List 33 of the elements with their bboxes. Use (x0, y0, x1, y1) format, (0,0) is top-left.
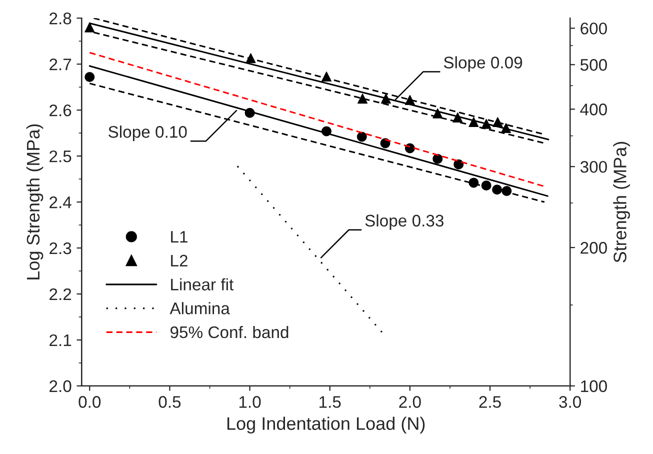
x-axis-title: Log Indentation Load (N) (227, 416, 425, 434)
x-tick-label: 1.0 (239, 396, 261, 408)
legend-label: Alumina (170, 302, 230, 314)
legend-label: L2 (171, 254, 188, 266)
y-tick-label: 2.2 (50, 288, 72, 300)
x-tick-label: 0.0 (78, 396, 101, 408)
legend-label: L1 (171, 231, 188, 243)
y-tick-label: 2.7 (50, 58, 72, 70)
y-tick-label: 2.8 (50, 12, 72, 24)
x-tick-label: 2.5 (479, 396, 501, 408)
x-tick-label: 1.5 (320, 396, 341, 408)
y2-tick-label: 100 (581, 380, 607, 392)
legend-label: Linear fit (171, 278, 234, 290)
y2-tick-label: 200 (580, 242, 607, 254)
y-tick-label: 2.4 (50, 196, 72, 208)
annotation: Slope 0.33 (365, 214, 444, 230)
y-tick-label: 2.6 (50, 104, 72, 116)
x-tick-label: 0.5 (158, 396, 181, 408)
y-tick-label: 2.0 (50, 380, 72, 392)
y2-tick-label: 300 (580, 160, 607, 173)
legend-label: 95% Conf. band (170, 326, 288, 338)
y-axis-title: Log Strength (MPa) (26, 124, 44, 280)
x-tick-label: 2.0 (399, 396, 421, 408)
x-tick-label: 3.0 (559, 396, 582, 408)
y2-axis-title: Strength (MPa) (613, 142, 630, 262)
y-tick-label: 2.3 (50, 242, 72, 254)
y-tick-label: 2.1 (50, 334, 72, 346)
y-tick-label: 2.5 (50, 150, 72, 162)
y2-tick-label: 600 (580, 22, 607, 34)
annotation: Slope 0.09 (444, 56, 522, 72)
y2-tick-label: 400 (580, 104, 607, 116)
annotation: Slope 0.10 (108, 126, 187, 142)
y2-tick-label: 500 (580, 59, 607, 71)
